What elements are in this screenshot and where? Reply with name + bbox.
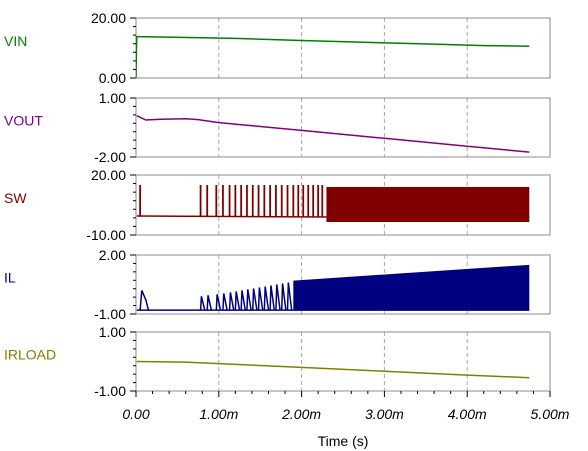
x-axis-title: Time (s) [318,433,369,449]
x-tick-label: 5.00m [531,406,570,422]
signal-name: IRLOAD [4,347,56,363]
il-pulse [286,282,293,311]
il-pulse [240,290,247,311]
il-pulse [215,294,222,311]
series-line [136,35,530,78]
signal-name: VIN [4,33,27,49]
il-pulse [234,291,241,311]
panel-vout: 1.00 -2.00 VOUT [4,90,551,165]
panel-irload: 1.00 -1.00 IRLOAD [4,324,551,399]
y-tick-label-bottom: -10.00 [86,227,126,243]
il-pulse [269,285,276,311]
panel-sw: 20.00 -10.00 SW [4,167,551,243]
il-pulse [275,284,281,311]
x-tick-label: 2.00m [281,406,321,422]
series-group [136,115,530,153]
sw-envelope [326,187,530,222]
y-tick-label-top: 20.00 [91,167,126,183]
x-axis: 0.00 1.00m 2.00m 3.00m 4.00m 5.00m Time (s) [122,391,570,449]
series-group [136,264,530,311]
y-tick-label-top: 20.00 [91,10,126,26]
il-pulse [251,288,258,311]
il-pulse [222,293,228,311]
il-pulse [263,286,270,311]
panel-frame [135,97,551,158]
y-tick-label-bottom: 0.00 [99,70,126,86]
series-group [136,360,530,379]
series-group [136,185,530,222]
panel-frame [135,174,551,236]
x-tick-label: 3.00m [365,406,404,422]
x-tick-label: 1.00m [199,406,238,422]
series-line [136,360,530,379]
il-pulse [206,295,213,311]
panel-frame [135,17,551,79]
panel-frame [135,254,551,315]
series-line [136,115,530,153]
panel-vin: 20.00 0.00 VIN [4,10,551,86]
y-tick-label-top: 2.00 [99,247,126,263]
signal-name: VOUT [4,113,43,129]
y-tick-label-top: 1.00 [99,90,126,106]
il-pulse [199,296,206,311]
signal-name: SW [4,190,27,206]
y-tick-label-bottom: -1.00 [94,306,126,322]
panel-il: 2.00 -1.00 IL [4,247,551,322]
y-tick-label-bottom: -1.00 [94,383,126,399]
y-tick-label-bottom: -2.00 [94,149,126,165]
panel-frame [135,331,551,392]
il-pulse [257,287,264,311]
y-tick-label-top: 1.00 [99,324,126,340]
il-envelope [293,264,530,311]
il-pulse [280,283,287,311]
signal-name: IL [4,270,16,286]
x-tick-label: 4.00m [448,406,487,422]
series-group [136,35,530,78]
il-pulse [246,289,252,311]
il-pulse [228,292,235,311]
il-startup-spike [139,290,150,311]
x-tick-label: 0.00 [122,406,149,422]
